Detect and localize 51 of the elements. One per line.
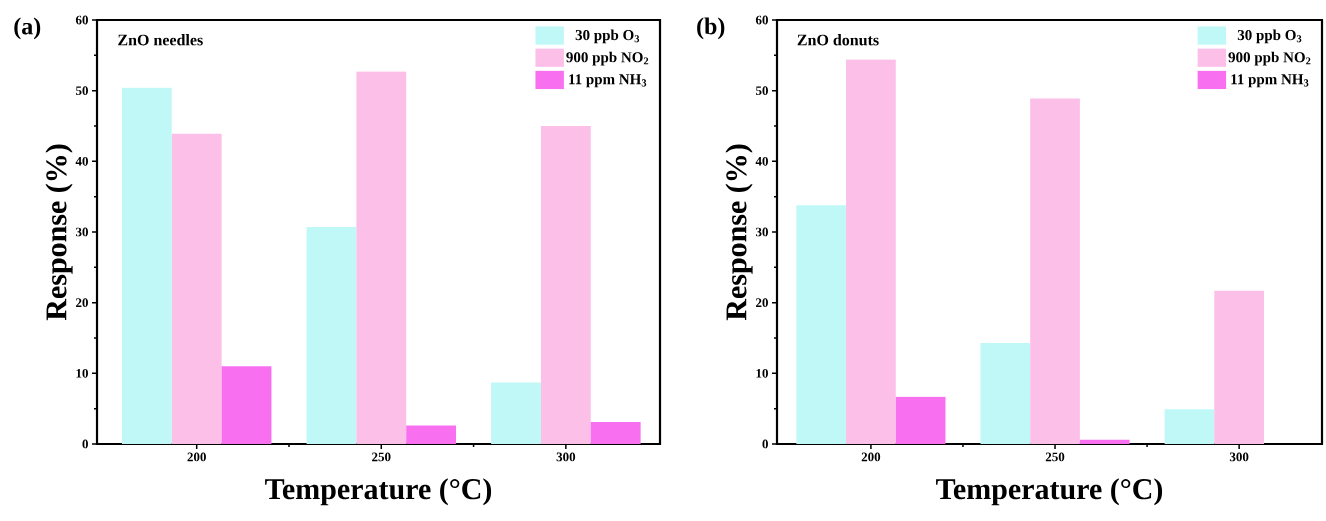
legend-label: 11 ppm NH$_{3}$ xyxy=(1231,74,1309,88)
y-tick-label: 0 xyxy=(82,439,88,449)
bar xyxy=(895,396,946,444)
legend-label: 30 ppb O$_{3}$ xyxy=(1237,29,1302,44)
bar xyxy=(1079,439,1130,444)
y-tick-label: 60 xyxy=(755,15,768,25)
y-tick-label: 40 xyxy=(75,156,88,166)
y-tick-label: 40 xyxy=(755,156,768,166)
y-tick-label: 30 xyxy=(75,227,88,237)
bar xyxy=(590,422,641,444)
bar xyxy=(356,71,407,444)
y-tick-label: 0 xyxy=(762,439,768,449)
x-tick-label: 250 xyxy=(1045,452,1065,462)
legend-label: 900 ppb NO$_{2}$ xyxy=(566,51,649,66)
bar xyxy=(540,125,591,444)
x-tick-label: 200 xyxy=(187,452,206,462)
bar xyxy=(1164,409,1215,444)
bar xyxy=(171,133,222,444)
y-tick-label: 30 xyxy=(755,227,768,237)
bar xyxy=(796,205,847,444)
y-tick-label: 20 xyxy=(76,298,88,308)
y-tick-label: 10 xyxy=(756,368,768,378)
bar xyxy=(1214,290,1264,444)
y-tick-label: 50 xyxy=(76,86,88,96)
x-tick-label: 250 xyxy=(372,452,391,462)
bar xyxy=(491,382,541,444)
y-tick-label: 20 xyxy=(756,298,768,308)
x-tick-label: 200 xyxy=(861,452,881,462)
bar xyxy=(406,425,457,444)
bar xyxy=(221,366,272,444)
annotation: ZnO donuts xyxy=(797,34,879,46)
legend-label: 30 ppb O$_{3}$ xyxy=(575,29,640,44)
x-axis-title: Temperature (°C) xyxy=(265,478,492,506)
y-tick-label: 10 xyxy=(76,368,88,378)
x-axis-title: Temperature (°C) xyxy=(936,478,1163,506)
legend-label: 900 ppb NO$_{2}$ xyxy=(1228,51,1311,66)
bar xyxy=(1030,98,1080,444)
annotation: ZnO needles xyxy=(118,34,203,46)
y-axis-title: Response (%) xyxy=(45,144,73,321)
y-tick-label: 50 xyxy=(755,86,768,96)
y-axis-title: Response (%) xyxy=(725,144,753,321)
chart-title: (b) xyxy=(697,17,725,40)
x-tick-label: 300 xyxy=(556,452,576,462)
bar xyxy=(306,227,357,444)
chart-title: (a) xyxy=(14,17,41,40)
x-tick-label: 300 xyxy=(1229,452,1249,462)
y-tick-label: 60 xyxy=(75,15,88,25)
legend-label: 11 ppm NH$_{3}$ xyxy=(569,74,647,88)
bar xyxy=(846,59,896,444)
bar xyxy=(980,342,1031,444)
bar xyxy=(121,87,172,444)
